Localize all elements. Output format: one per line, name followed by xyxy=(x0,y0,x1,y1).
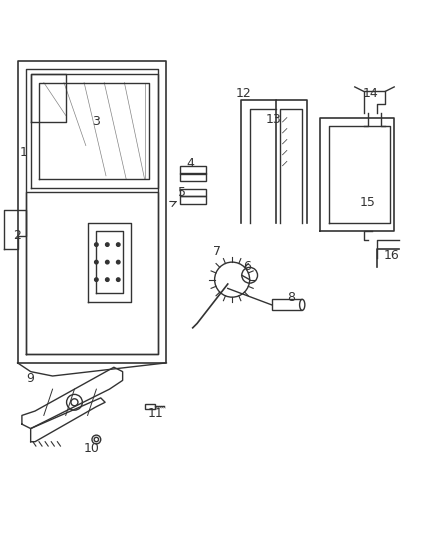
Bar xyxy=(180,189,206,197)
Bar xyxy=(272,300,302,310)
Bar xyxy=(180,166,206,174)
Text: 16: 16 xyxy=(384,249,400,262)
Circle shape xyxy=(117,260,120,264)
Text: 6: 6 xyxy=(244,260,251,273)
Text: 14: 14 xyxy=(362,87,378,100)
Text: 15: 15 xyxy=(360,197,376,209)
Text: 1: 1 xyxy=(20,146,28,159)
Ellipse shape xyxy=(300,300,305,310)
Circle shape xyxy=(106,260,109,264)
Bar xyxy=(180,196,206,204)
Bar xyxy=(145,403,155,409)
Text: 11: 11 xyxy=(148,407,163,419)
Circle shape xyxy=(95,260,98,264)
Circle shape xyxy=(67,394,82,410)
Circle shape xyxy=(106,278,109,281)
Bar xyxy=(180,173,206,181)
Text: 4: 4 xyxy=(187,157,194,170)
Circle shape xyxy=(117,278,120,281)
Text: 9: 9 xyxy=(27,372,35,385)
Text: 7: 7 xyxy=(213,245,221,257)
Circle shape xyxy=(95,278,98,281)
Circle shape xyxy=(106,243,109,246)
Text: 12: 12 xyxy=(235,87,251,100)
Text: 8: 8 xyxy=(287,290,295,304)
Circle shape xyxy=(95,243,98,246)
Text: 10: 10 xyxy=(84,442,100,455)
Text: 3: 3 xyxy=(92,116,100,128)
Circle shape xyxy=(117,243,120,246)
Text: 13: 13 xyxy=(266,114,282,126)
Circle shape xyxy=(92,435,101,444)
Text: 5: 5 xyxy=(178,187,186,199)
Text: 2: 2 xyxy=(14,229,21,243)
